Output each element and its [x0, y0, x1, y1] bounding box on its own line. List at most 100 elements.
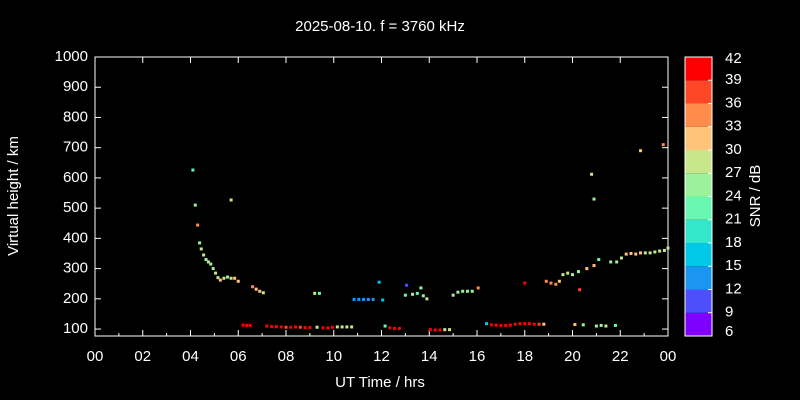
data-point	[557, 279, 561, 283]
colorbar-band	[685, 103, 712, 127]
colorbar-band	[685, 173, 712, 197]
data-point	[592, 264, 596, 268]
data-point	[381, 298, 385, 302]
data-point	[393, 326, 397, 330]
data-point	[504, 323, 508, 327]
data-point	[619, 256, 623, 260]
data-point	[352, 297, 356, 301]
data-point	[274, 325, 278, 329]
y-tick-label: 300	[63, 260, 88, 277]
colorbar-band	[685, 289, 712, 313]
data-point	[508, 323, 512, 327]
data-point	[204, 258, 208, 262]
data-point	[658, 249, 662, 253]
x-tick-label: 16	[469, 348, 486, 365]
data-point	[661, 143, 665, 147]
colorbar-band	[685, 57, 712, 81]
data-point	[270, 325, 274, 329]
chart-title: 2025-08-10. f = 3760 kHz	[295, 18, 465, 35]
data-point	[485, 322, 489, 326]
x-tick-label: 14	[421, 348, 438, 365]
data-point	[209, 262, 213, 266]
data-point	[335, 325, 339, 329]
x-tick-label: 10	[325, 348, 342, 365]
colorbar-band	[685, 80, 712, 104]
data-point	[289, 325, 293, 329]
data-point	[604, 324, 608, 328]
y-tick-label: 100	[63, 320, 88, 337]
data-point	[340, 325, 344, 329]
data-point	[585, 267, 589, 271]
data-point	[229, 198, 233, 202]
x-tick-label: 00	[87, 348, 104, 365]
colorbar-tick-label: 30	[725, 141, 742, 158]
y-tick-label: 200	[63, 290, 88, 307]
data-point	[214, 271, 218, 275]
data-point	[639, 251, 643, 255]
data-point	[494, 323, 498, 327]
colorbar-band	[685, 266, 712, 290]
data-point	[206, 260, 210, 264]
data-point	[362, 297, 366, 301]
colorbar-tick-label: 27	[725, 164, 742, 181]
colorbar-tick-label: 24	[725, 187, 742, 204]
data-point	[198, 241, 202, 245]
data-point	[648, 251, 652, 255]
colorbar-tick-label: 15	[725, 257, 742, 274]
plot-frame	[94, 56, 669, 337]
data-point	[222, 276, 226, 280]
y-tick-label: 700	[63, 139, 88, 156]
data-point	[284, 325, 288, 329]
data-point	[421, 294, 425, 298]
data-point	[216, 276, 220, 280]
data-point	[251, 285, 255, 289]
data-point	[226, 275, 230, 279]
data-point	[241, 323, 245, 327]
data-point	[592, 197, 596, 201]
data-point	[321, 326, 325, 330]
data-point	[578, 288, 582, 292]
data-point	[415, 291, 419, 295]
y-tick-label: 1000	[55, 48, 88, 65]
data-point	[428, 328, 432, 332]
data-point	[643, 251, 647, 255]
data-point	[597, 258, 601, 262]
x-tick-label: 04	[182, 348, 199, 365]
data-point	[397, 326, 401, 330]
data-point	[254, 287, 258, 291]
colorbar-label: SNR / dB	[747, 165, 764, 228]
data-point	[615, 260, 619, 264]
data-point	[499, 323, 503, 327]
data-point	[377, 280, 381, 284]
y-tick-label: 400	[63, 229, 88, 246]
x-tick-label: 08	[278, 348, 295, 365]
data-point	[599, 323, 603, 327]
data-point	[537, 322, 541, 326]
data-point	[425, 297, 429, 301]
data-point	[523, 322, 527, 326]
data-point	[489, 323, 493, 327]
data-point	[326, 326, 330, 330]
data-point	[594, 324, 598, 328]
x-axis-label: UT Time / hrs	[335, 374, 425, 391]
data-point	[653, 250, 657, 254]
data-point	[191, 168, 195, 172]
colorbar-tick-label: 33	[725, 118, 742, 135]
colorbar-tick-label: 6	[725, 323, 733, 340]
x-tick-label: 12	[373, 348, 390, 365]
colorbar-tick-label: 42	[725, 50, 742, 67]
data-point	[561, 273, 565, 277]
data-point	[456, 290, 460, 294]
data-point	[193, 203, 197, 207]
data-point	[308, 326, 312, 330]
data-point	[261, 291, 265, 295]
data-point	[229, 276, 233, 280]
data-point	[233, 276, 237, 280]
data-point	[383, 324, 387, 328]
x-tick-label: 02	[134, 348, 151, 365]
y-tick-label: 500	[63, 199, 88, 216]
data-point	[613, 323, 617, 327]
data-point	[513, 322, 517, 326]
data-point	[298, 325, 302, 329]
data-point	[576, 270, 580, 274]
